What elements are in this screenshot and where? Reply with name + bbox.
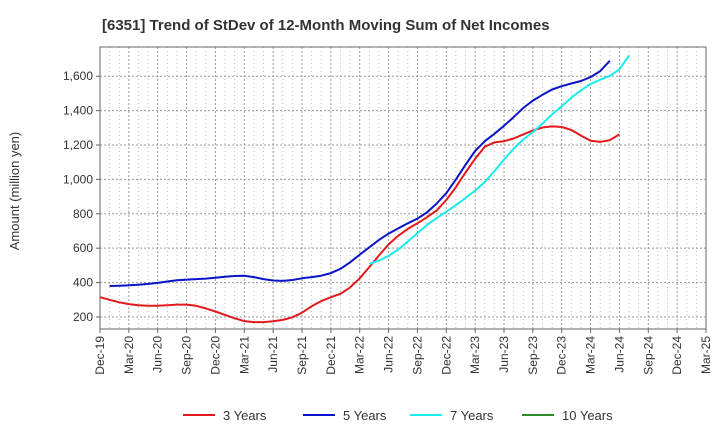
y-tick-label: 200 xyxy=(73,310,93,324)
y-tick-label: 600 xyxy=(73,241,93,255)
plot-frame xyxy=(99,46,707,330)
x-tick-label: Sep-24 xyxy=(641,336,655,375)
y-tick-label: 400 xyxy=(73,276,93,290)
x-tick-label: Sep-21 xyxy=(295,336,309,375)
x-tick-label: Dec-22 xyxy=(439,336,453,375)
y-axis-label: Amount (million yen) xyxy=(7,132,22,251)
y-tick-label: 800 xyxy=(73,207,93,221)
series-line-1 xyxy=(99,125,620,324)
x-tick-label: Mar-22 xyxy=(353,336,367,374)
series-line-2 xyxy=(109,60,611,287)
legend-label-3: 7 Years xyxy=(450,408,494,423)
x-tick-label: Dec-23 xyxy=(555,336,569,375)
x-tick-label: Jun-24 xyxy=(612,336,626,373)
x-tick-label: Mar-25 xyxy=(699,336,713,374)
series-line-3 xyxy=(368,55,630,265)
x-tick-label: Dec-21 xyxy=(324,336,338,375)
x-tick-label: Sep-22 xyxy=(410,336,424,375)
x-tick-label: Dec-19 xyxy=(93,336,107,375)
x-tick-label: Mar-21 xyxy=(237,336,251,374)
y-tick-label: 1,400 xyxy=(63,104,93,118)
x-tick-label: Jun-21 xyxy=(266,336,280,373)
legend-label-2: 5 Years xyxy=(343,408,387,423)
y-tick-label: 1,000 xyxy=(63,172,93,186)
legend-label-4: 10 Years xyxy=(562,408,613,423)
x-tick-label: Jun-22 xyxy=(382,336,396,373)
y-tick-label: 1,600 xyxy=(63,69,93,83)
legend: 3 Years 5 Years 7 Years 10 Years xyxy=(183,408,613,423)
chart-title: [6351] Trend of StDev of 12-Month Moving… xyxy=(102,17,550,34)
series-lines xyxy=(99,55,630,324)
y-tick-label: 1,200 xyxy=(63,138,93,152)
x-tick-label: Sep-20 xyxy=(180,336,194,375)
x-tick-label: Jun-20 xyxy=(151,336,165,373)
grid-lines xyxy=(100,47,706,329)
y-axis: 200 400 600 800 1,000 1,200 1,400 1,600 xyxy=(63,69,100,324)
x-tick-label: Dec-20 xyxy=(208,336,222,375)
x-axis: Dec-19 Mar-20 Jun-20 Sep-20 Dec-20 Mar-21 Jun-… xyxy=(93,329,713,375)
x-tick-label: Jun-23 xyxy=(497,336,511,373)
x-tick-label: Mar-23 xyxy=(468,336,482,374)
legend-label-1: 3 Years xyxy=(223,408,267,423)
x-tick-label: Mar-20 xyxy=(122,336,136,374)
x-tick-label: Mar-24 xyxy=(584,336,598,374)
x-tick-label: Dec-24 xyxy=(670,336,684,375)
x-tick-label: Sep-23 xyxy=(526,336,540,375)
